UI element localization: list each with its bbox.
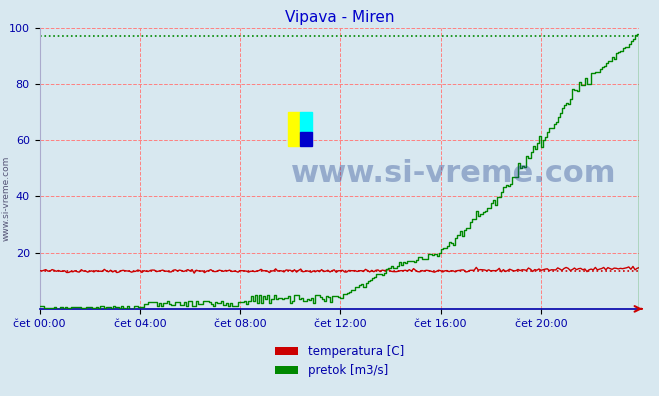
Text: www.si-vreme.com: www.si-vreme.com (291, 159, 617, 188)
Text: www.si-vreme.com: www.si-vreme.com (2, 155, 11, 241)
Bar (301, 132, 312, 146)
Legend: temperatura [C], pretok [m3/s]: temperatura [C], pretok [m3/s] (270, 340, 409, 382)
Title: Vipava - Miren: Vipava - Miren (285, 10, 394, 25)
Bar (301, 112, 312, 132)
Bar (289, 112, 301, 146)
